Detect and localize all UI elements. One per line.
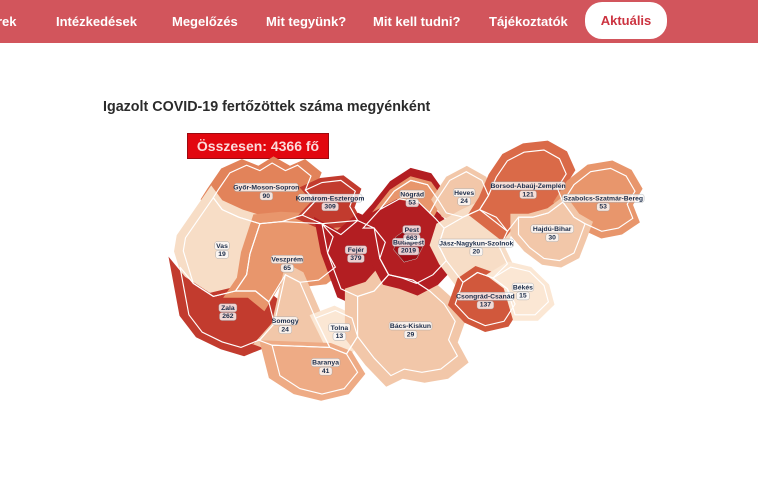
svg-text:Borsod-Abaúj-Zemplén: Borsod-Abaúj-Zemplén — [491, 183, 566, 190]
svg-text:Pest: Pest — [405, 227, 420, 234]
svg-text:121: 121 — [522, 191, 534, 198]
svg-text:379: 379 — [350, 255, 362, 262]
svg-text:Veszprém: Veszprém — [271, 257, 303, 264]
svg-text:Hajdú-Bihar: Hajdú-Bihar — [533, 226, 572, 233]
svg-text:Szabolcs-Szatmár-Bereg: Szabolcs-Szatmár-Bereg — [563, 196, 643, 203]
svg-text:13: 13 — [336, 333, 344, 340]
svg-text:Tolna: Tolna — [331, 325, 349, 332]
svg-text:Komárom-Esztergom: Komárom-Esztergom — [296, 195, 365, 202]
svg-text:Bács-Kiskun: Bács-Kiskun — [390, 323, 431, 330]
svg-text:137: 137 — [480, 302, 492, 309]
svg-text:Heves: Heves — [454, 190, 474, 197]
svg-text:309: 309 — [324, 204, 336, 211]
svg-text:Békés: Békés — [513, 284, 533, 291]
svg-text:2019: 2019 — [401, 248, 416, 255]
svg-text:663: 663 — [406, 235, 418, 242]
svg-text:30: 30 — [548, 234, 556, 241]
svg-text:19: 19 — [218, 251, 226, 258]
svg-text:Nógrád: Nógrád — [400, 191, 424, 198]
svg-text:29: 29 — [407, 331, 415, 338]
svg-text:Vas: Vas — [216, 243, 228, 250]
svg-text:15: 15 — [519, 293, 527, 300]
svg-text:53: 53 — [408, 200, 416, 207]
svg-text:Győr-Moson-Sopron: Győr-Moson-Sopron — [233, 185, 299, 192]
svg-text:20: 20 — [473, 249, 481, 256]
svg-text:Baranya: Baranya — [312, 360, 339, 367]
svg-text:Fejér: Fejér — [348, 247, 365, 254]
svg-text:Jász-Nagykun-Szolnok: Jász-Nagykun-Szolnok — [439, 240, 513, 247]
svg-text:41: 41 — [322, 368, 330, 375]
svg-text:Csongrád-Csanád: Csongrád-Csanád — [456, 294, 515, 301]
svg-text:65: 65 — [283, 265, 291, 272]
svg-text:24: 24 — [281, 326, 289, 333]
svg-text:90: 90 — [263, 193, 271, 200]
svg-text:262: 262 — [222, 313, 234, 320]
svg-text:Zala: Zala — [221, 305, 235, 312]
svg-text:Somogy: Somogy — [272, 318, 299, 325]
svg-text:24: 24 — [460, 198, 468, 205]
svg-text:53: 53 — [599, 204, 607, 211]
